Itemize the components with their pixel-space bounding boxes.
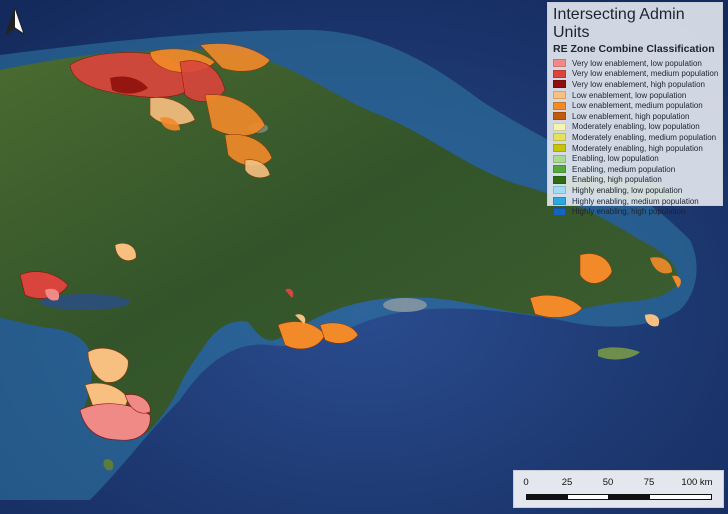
legend-item: Enabling, low population <box>553 153 717 164</box>
legend-item: Low enablement, low population <box>553 90 717 101</box>
scale-tick: 25 <box>561 477 573 488</box>
legend-label: Highly enabling, low population <box>572 185 683 195</box>
admin-unit <box>87 347 129 383</box>
admin-unit <box>244 159 271 179</box>
legend-swatch <box>553 175 566 184</box>
admin-unit <box>204 94 266 137</box>
legend-item: Very low enablement, low population <box>553 58 717 69</box>
scale-tick: 0 <box>523 477 529 488</box>
city-area <box>383 298 427 312</box>
legend-item: Moderately enabling, high population <box>553 143 717 154</box>
admin-unit <box>114 242 137 261</box>
legend-label: Low enablement, medium population <box>572 101 703 111</box>
legend-label: Moderately enabling, medium population <box>572 132 717 142</box>
legend-label: Very low enablement, low population <box>572 58 702 68</box>
legend-item: Highly enabling, low population <box>553 185 717 196</box>
legend-swatch <box>553 122 566 131</box>
legend-item: Moderately enabling, low population <box>553 122 717 133</box>
admin-unit <box>79 403 151 441</box>
legend-swatch <box>553 69 566 78</box>
legend-item: Low enablement, medium population <box>553 100 717 111</box>
legend-swatch <box>553 165 566 174</box>
legend-label: Enabling, high population <box>572 175 662 185</box>
beata-island <box>103 459 114 471</box>
scale-tick: 75 <box>643 477 655 488</box>
legend-swatch <box>553 186 566 195</box>
legend-swatch <box>553 112 566 121</box>
admin-unit <box>579 253 613 284</box>
legend-item: Enabling, high population <box>553 175 717 186</box>
legend-item: Highly enabling, high population <box>553 206 717 217</box>
legend-label: Low enablement, high population <box>572 111 690 121</box>
legend-swatch <box>553 207 566 216</box>
legend-items: Very low enablement, low population Very… <box>553 58 719 217</box>
legend-item: Very low enablement, medium population <box>553 69 719 80</box>
scale-segment <box>526 494 568 500</box>
scale-tick: 100 km <box>681 477 713 488</box>
admin-unit <box>160 117 180 131</box>
legend-subtitle: RE Zone Combine Classification <box>553 43 715 55</box>
legend-swatch <box>553 91 566 100</box>
legend-swatch <box>553 80 566 89</box>
scale-bar: 0 25 50 75 100 km <box>513 470 724 508</box>
legend-swatch <box>553 59 566 68</box>
legend-label: Moderately enabling, low population <box>572 122 700 132</box>
admin-unit <box>529 295 583 318</box>
legend-item: Highly enabling, medium population <box>553 196 717 207</box>
legend-label: Low enablement, low population <box>572 90 687 100</box>
admin-unit <box>285 288 294 298</box>
scale-tick: 50 <box>602 477 614 488</box>
legend-item: Moderately enabling, medium population <box>553 132 717 143</box>
legend-label: Highly enabling, high population <box>572 207 686 217</box>
legend-item: Low enablement, high population <box>553 111 717 122</box>
map-legend: Intersecting Admin Units RE Zone Combine… <box>547 2 723 216</box>
admin-unit <box>319 322 359 344</box>
admin-unit <box>110 76 148 94</box>
mainland <box>0 48 679 439</box>
legend-swatch <box>553 101 566 110</box>
legend-title: Intersecting Admin Units <box>553 6 685 41</box>
legend-label: Moderately enabling, high population <box>572 143 703 153</box>
scale-segment <box>567 494 609 500</box>
admin-unit <box>295 314 306 324</box>
admin-unit <box>650 257 672 274</box>
legend-swatch <box>553 144 566 153</box>
legend-label: Highly enabling, medium population <box>572 196 699 206</box>
legend-swatch <box>553 154 566 163</box>
admin-unit <box>645 314 660 327</box>
legend-label: Enabling, medium population <box>572 164 676 174</box>
legend-item: Enabling, medium population <box>553 164 717 175</box>
legend-label: Enabling, low population <box>572 154 659 164</box>
admin-unit <box>199 43 271 72</box>
saona-island <box>598 347 640 360</box>
admin-unit <box>45 288 60 301</box>
legend-item: Very low enablement, high population <box>553 79 717 90</box>
admin-unit <box>224 134 273 167</box>
legend-swatch <box>553 133 566 142</box>
legend-label: Very low enablement, high population <box>572 79 705 89</box>
scale-segment <box>649 494 712 500</box>
legend-swatch <box>553 197 566 206</box>
admin-unit <box>672 275 681 288</box>
scale-segment <box>608 494 650 500</box>
admin-unit <box>179 60 226 102</box>
legend-label: Very low enablement, medium population <box>572 69 719 79</box>
lake-enriquillo <box>40 294 130 310</box>
admin-unit <box>124 394 151 414</box>
north-arrow-icon <box>4 6 26 38</box>
